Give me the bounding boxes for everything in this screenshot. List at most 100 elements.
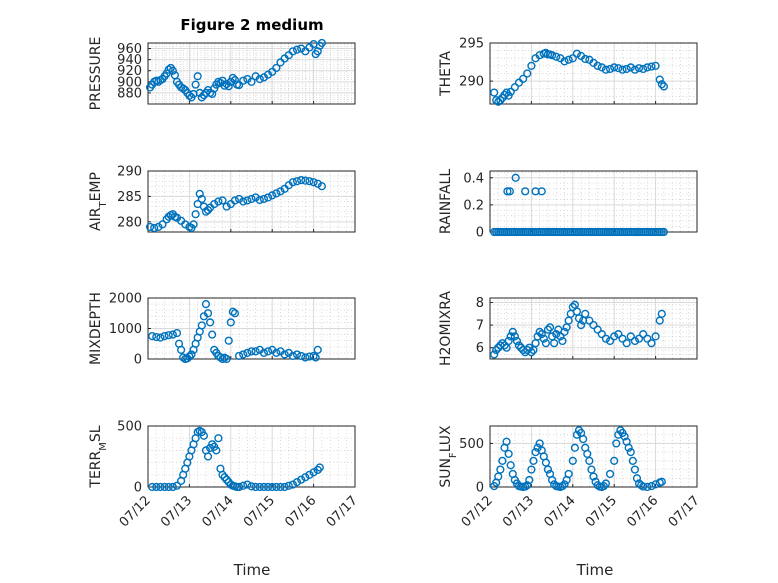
y-tick-label: 0: [476, 481, 484, 496]
data-point: [218, 470, 227, 479]
data-point: [263, 193, 273, 202]
data-point: [272, 482, 281, 492]
data-point: [523, 69, 532, 78]
data-point: [280, 482, 289, 492]
data-point: [191, 210, 200, 219]
x-axis-label-left: Time: [233, 561, 271, 579]
data-point: [568, 302, 577, 312]
data-point: [150, 223, 159, 233]
y-tick-label: 280: [117, 215, 142, 230]
data-point: [195, 189, 204, 198]
data-point: [593, 325, 602, 334]
data-point: [597, 63, 606, 72]
data-point: [179, 84, 188, 93]
data-point: [514, 341, 524, 350]
y-axis-label-main: PRESSURE: [88, 37, 104, 111]
data-point: [222, 79, 231, 89]
data-point: [201, 207, 211, 216]
y-axis-label-main: RAINFALL: [438, 169, 454, 234]
data-point: [259, 482, 269, 492]
data-point: [651, 332, 660, 341]
data-point: [618, 334, 627, 343]
data-point: [614, 64, 623, 73]
y-axis-label-rest: SL: [88, 425, 104, 442]
data-point: [251, 193, 260, 202]
data-point: [541, 458, 550, 467]
data-point: [564, 55, 573, 64]
y-tick-label: 900: [117, 75, 142, 90]
data-point: [581, 309, 590, 318]
data-point: [247, 347, 256, 356]
data-point: [177, 345, 186, 354]
data-point: [639, 330, 648, 339]
data-point: [521, 187, 530, 196]
data-point: [168, 482, 177, 492]
data-point: [210, 199, 219, 209]
axes-sun_flux: [489, 425, 698, 488]
data-point: [255, 74, 264, 84]
data-point: [560, 480, 569, 489]
data-point: [506, 332, 515, 341]
y-tick-label: 7: [476, 319, 484, 334]
y-tick-label: 290: [117, 165, 142, 180]
data-point: [519, 74, 528, 83]
data-point: [587, 465, 596, 474]
data-point: [197, 194, 206, 204]
data-point: [523, 481, 532, 490]
data-point: [537, 330, 546, 339]
data-point: [145, 222, 155, 232]
data-point: [576, 321, 586, 330]
data-point: [572, 430, 582, 439]
data-point: [552, 330, 561, 339]
y-axis-label-rest: EMP: [88, 172, 104, 201]
data-point: [239, 197, 248, 206]
data-point: [224, 82, 233, 91]
data-point: [317, 182, 326, 191]
data-point: [564, 469, 573, 479]
data-point: [490, 350, 499, 359]
axes-frame-terr_msl: [147, 425, 356, 488]
data-point: [510, 332, 519, 341]
y-tick-label: 500: [117, 420, 142, 435]
data-point: [212, 446, 221, 455]
data-point: [210, 84, 219, 93]
data-point: [655, 75, 664, 84]
data-point: [525, 343, 534, 352]
data-point: [292, 478, 302, 487]
data-point: [234, 194, 244, 204]
data-point: [572, 49, 582, 58]
data-point: [579, 434, 588, 444]
data-point: [547, 51, 557, 60]
data-point: [626, 448, 635, 457]
data-point: [634, 334, 644, 343]
data-point: [272, 348, 281, 358]
data-point: [505, 187, 514, 196]
axes-frame-sun_flux: [489, 425, 698, 488]
data-point: [504, 449, 513, 458]
data-point: [535, 327, 544, 336]
data-point: [181, 220, 190, 229]
data-point: [560, 57, 569, 66]
data-point: [197, 93, 206, 102]
data-point: [502, 437, 511, 446]
data-point: [288, 480, 298, 489]
data-point: [222, 354, 231, 364]
y-axis-label-main: H2OMIXRA: [438, 291, 454, 366]
y-tick-label: 0: [476, 226, 484, 241]
data-point: [311, 353, 320, 362]
y-axis-label-subscript: M: [98, 442, 109, 451]
data-point: [506, 461, 515, 470]
data-point: [164, 482, 173, 492]
data-point: [639, 64, 648, 74]
data-point: [510, 83, 519, 92]
data-point: [187, 350, 196, 359]
data-point: [568, 54, 577, 63]
data-point: [315, 463, 324, 472]
data-point: [168, 66, 177, 75]
data-point: [220, 473, 229, 482]
panel-rainfall: 0 0.2 0.4 RAINFALL: [438, 169, 698, 241]
data-point: [647, 62, 656, 71]
data-point: [185, 91, 194, 100]
axes-frame-pressure: [147, 42, 356, 105]
